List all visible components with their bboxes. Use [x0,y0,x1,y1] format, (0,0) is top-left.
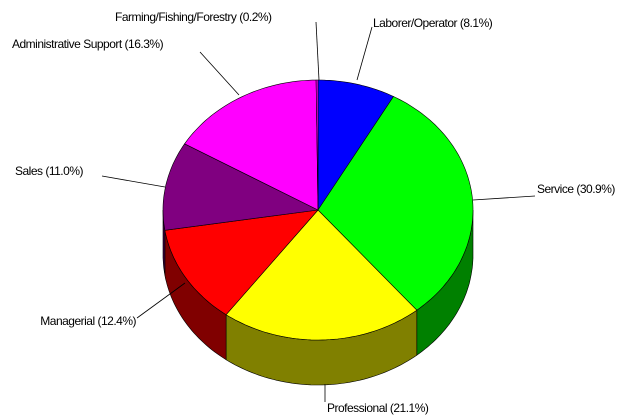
slice [315,79,319,211]
slice [164,209,319,316]
leader-line [472,195,536,201]
slice [184,79,319,211]
leader-line [199,51,240,96]
leader-line [356,26,373,81]
slice-label: Professional (21.1%) [327,401,429,415]
slice-label: Sales (11.0%) [15,164,83,178]
slice-label: Farming/Fishing/Forestry (0.2%) [115,10,272,24]
slice-label: Administrative Support (16.3%) [12,37,164,51]
slice-label: Laborer/Operator (8.1%) [373,16,493,30]
slice-label: Managerial (12.4%) [40,314,136,328]
slice [162,143,320,231]
leader-line [101,175,166,188]
slice [225,209,418,341]
slice [317,96,474,311]
leader-line [315,21,320,81]
slice [317,79,394,211]
leader-line [136,282,186,319]
slice-label: Service (30.9%) [537,182,615,196]
